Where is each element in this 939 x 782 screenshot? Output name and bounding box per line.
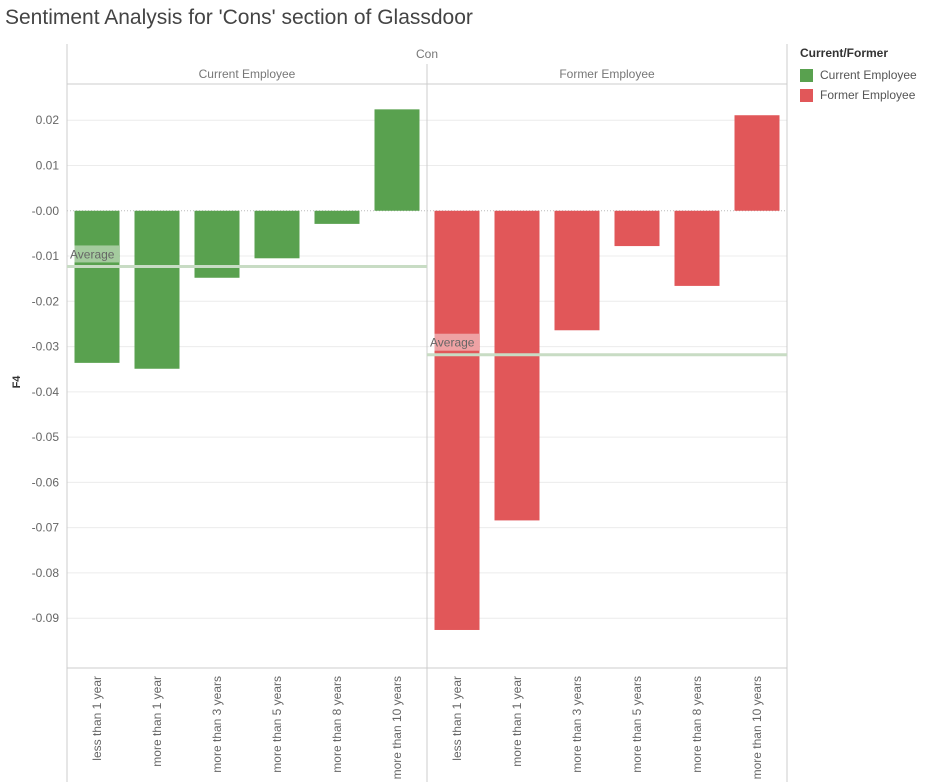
legend-title: Current/Former — [800, 46, 889, 60]
y-axis-label: F4 — [11, 375, 23, 389]
y-tick-label: -0.02 — [32, 294, 60, 308]
bar — [434, 210, 480, 630]
y-tick-label: 0.01 — [36, 158, 60, 172]
bar — [74, 210, 120, 363]
x-tick-label: more than 5 years — [630, 676, 644, 773]
y-tick-label: -0.04 — [32, 385, 60, 399]
panel-header: Former Employee — [559, 67, 655, 81]
y-tick-label: -0.07 — [32, 521, 60, 535]
label-layer: 0.02 0.01 -0.00 -0.01 -0.02 -0.03 -0.04 -0.05 -0… — [11, 47, 764, 779]
legend-items: Current Employee Former Employee — [800, 65, 917, 105]
bar — [314, 210, 360, 224]
y-tick-label: -0.00 — [32, 204, 60, 218]
x-tick-label: more than 8 years — [330, 676, 344, 773]
bar — [554, 210, 600, 331]
legend-swatch — [800, 68, 813, 82]
legend-item[interactable]: Current Employee — [800, 65, 917, 85]
y-tick-label: -0.05 — [32, 430, 60, 444]
y-tick-label: -0.06 — [32, 475, 60, 489]
column-header: Con — [416, 47, 438, 61]
legend-label: Former Employee — [820, 88, 916, 102]
y-tick-label: -0.09 — [32, 611, 60, 625]
x-tick-label: less than 1 year — [90, 676, 104, 761]
x-tick-label: more than 1 year — [510, 676, 524, 767]
bar-layer — [74, 109, 780, 630]
bar — [254, 210, 300, 259]
bar — [614, 210, 660, 247]
legend-swatch — [800, 88, 813, 102]
x-tick-label: more than 10 years — [390, 676, 404, 779]
x-tick-label: more than 3 years — [210, 676, 224, 773]
x-tick-label: less than 1 year — [450, 676, 464, 761]
y-tick-label: 0.02 — [36, 113, 60, 127]
frame-layer — [66, 44, 788, 782]
average-label: Average — [430, 336, 475, 350]
x-tick-label: more than 3 years — [570, 676, 584, 773]
y-tick-label: -0.03 — [32, 340, 60, 354]
panel-header: Current Employee — [199, 67, 296, 81]
x-tick-label: more than 8 years — [690, 676, 704, 773]
bar — [374, 109, 420, 211]
bar — [734, 115, 780, 211]
average-label: Average — [70, 247, 115, 261]
chart-title: Sentiment Analysis for 'Cons' section of… — [5, 6, 473, 29]
legend: Current/Former Current Employee Former Em… — [800, 46, 917, 105]
x-tick-label: more than 10 years — [750, 676, 764, 779]
x-tick-label: more than 1 year — [150, 676, 164, 767]
y-tick-label: -0.01 — [32, 249, 60, 263]
x-tick-label: more than 5 years — [270, 676, 284, 773]
bar — [134, 210, 180, 369]
bar — [674, 210, 720, 286]
bar — [494, 210, 540, 521]
average-layer: Average Average — [67, 245, 787, 357]
y-tick-label: -0.08 — [32, 566, 60, 580]
average-label-bg — [429, 333, 479, 351]
average-label-bg — [69, 245, 119, 263]
legend-label: Current Employee — [820, 68, 917, 82]
legend-item[interactable]: Former Employee — [800, 85, 917, 105]
